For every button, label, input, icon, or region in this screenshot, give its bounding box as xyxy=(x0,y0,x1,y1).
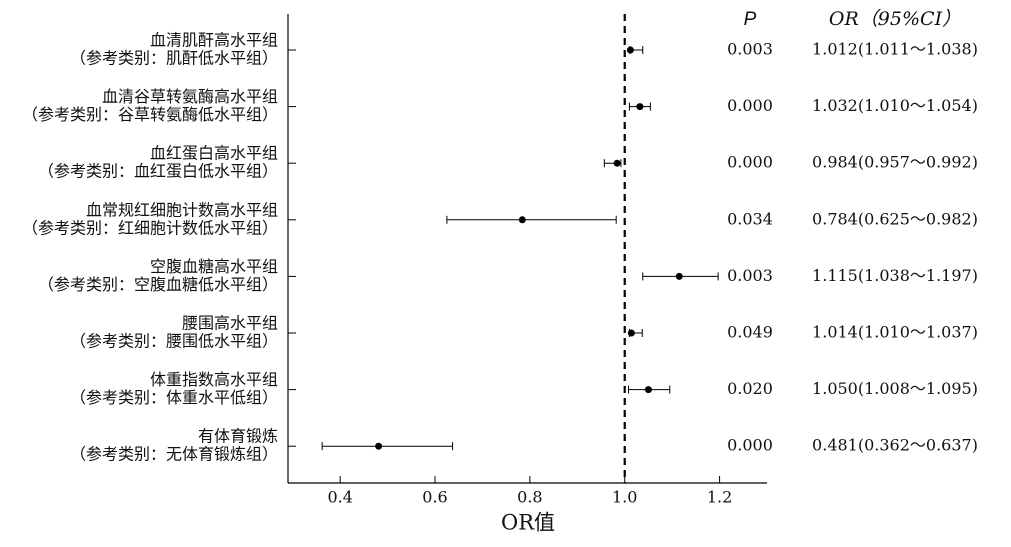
x-tick-label: 0.4 xyxy=(327,488,352,507)
p-value: 0.003 xyxy=(727,40,773,59)
p-value: 0.034 xyxy=(727,209,773,228)
p-value: 0.003 xyxy=(727,266,773,285)
or-ci-label: 0.481(0.362～0.637) xyxy=(812,436,978,455)
or-ci-label: 1.050(1.008～1.095) xyxy=(812,379,978,398)
or-ci-label: 1.014(1.010～1.037) xyxy=(812,323,978,342)
x-axis-title: OR值 xyxy=(501,511,555,535)
point xyxy=(636,103,644,111)
reference-label: （参考类别：红细胞计数低水平组） xyxy=(22,218,278,237)
or-ci-label: 0.984(0.957～0.992) xyxy=(812,153,978,172)
point xyxy=(627,329,635,337)
point xyxy=(626,46,634,54)
x-tick-label: 0.8 xyxy=(517,488,542,507)
reference-label: （参考类别：血红蛋白低水平组） xyxy=(38,162,278,181)
p-value: 0.020 xyxy=(727,379,773,398)
p-value: 0.000 xyxy=(727,153,773,172)
point xyxy=(613,159,621,167)
category-label: 血清肌酐高水平组 xyxy=(150,31,278,50)
p-value: 0.000 xyxy=(727,436,773,455)
or-ci-label: 1.012(1.011～1.038) xyxy=(812,40,978,59)
or-ci-label: 1.115(1.038～1.197) xyxy=(812,266,978,285)
or-ci-label: 0.784(0.625～0.982) xyxy=(812,209,978,228)
ci-header: OR（95%CI） xyxy=(829,8,961,30)
category-label: 体重指数高水平组 xyxy=(150,370,278,389)
category-label: 血清谷草转氨酶高水平组 xyxy=(102,87,278,106)
point xyxy=(675,272,683,280)
p-value: 0.000 xyxy=(727,96,773,115)
reference-label: （参考类别：空腹血糖低水平组） xyxy=(38,275,278,294)
category-label: 空腹血糖高水平组 xyxy=(150,257,278,276)
x-tick-label: 1.0 xyxy=(612,488,637,507)
point xyxy=(644,386,652,394)
category-label: 血常规红细胞计数高水平组 xyxy=(86,200,278,219)
p-header: P xyxy=(744,9,757,30)
category-label: 有体育锻炼 xyxy=(198,427,278,446)
x-tick-label: 0.6 xyxy=(422,488,447,507)
reference-label: （参考类别：谷草转氨酶低水平组） xyxy=(22,105,278,124)
p-value: 0.049 xyxy=(727,323,773,342)
point xyxy=(518,216,526,224)
category-label: 血红蛋白高水平组 xyxy=(150,144,278,163)
category-label: 腰围高水平组 xyxy=(182,314,278,333)
reference-label: （参考类别：肌酐低水平组） xyxy=(70,49,278,68)
reference-label: （参考类别：体重水平低组） xyxy=(70,388,278,407)
point xyxy=(375,442,383,450)
reference-label: （参考类别：腰围低水平组） xyxy=(70,332,278,351)
x-tick-label: 1.2 xyxy=(707,488,732,507)
or-ci-label: 1.032(1.010～1.054) xyxy=(812,96,978,115)
reference-label: （参考类别：无体育锻炼组） xyxy=(70,445,278,464)
